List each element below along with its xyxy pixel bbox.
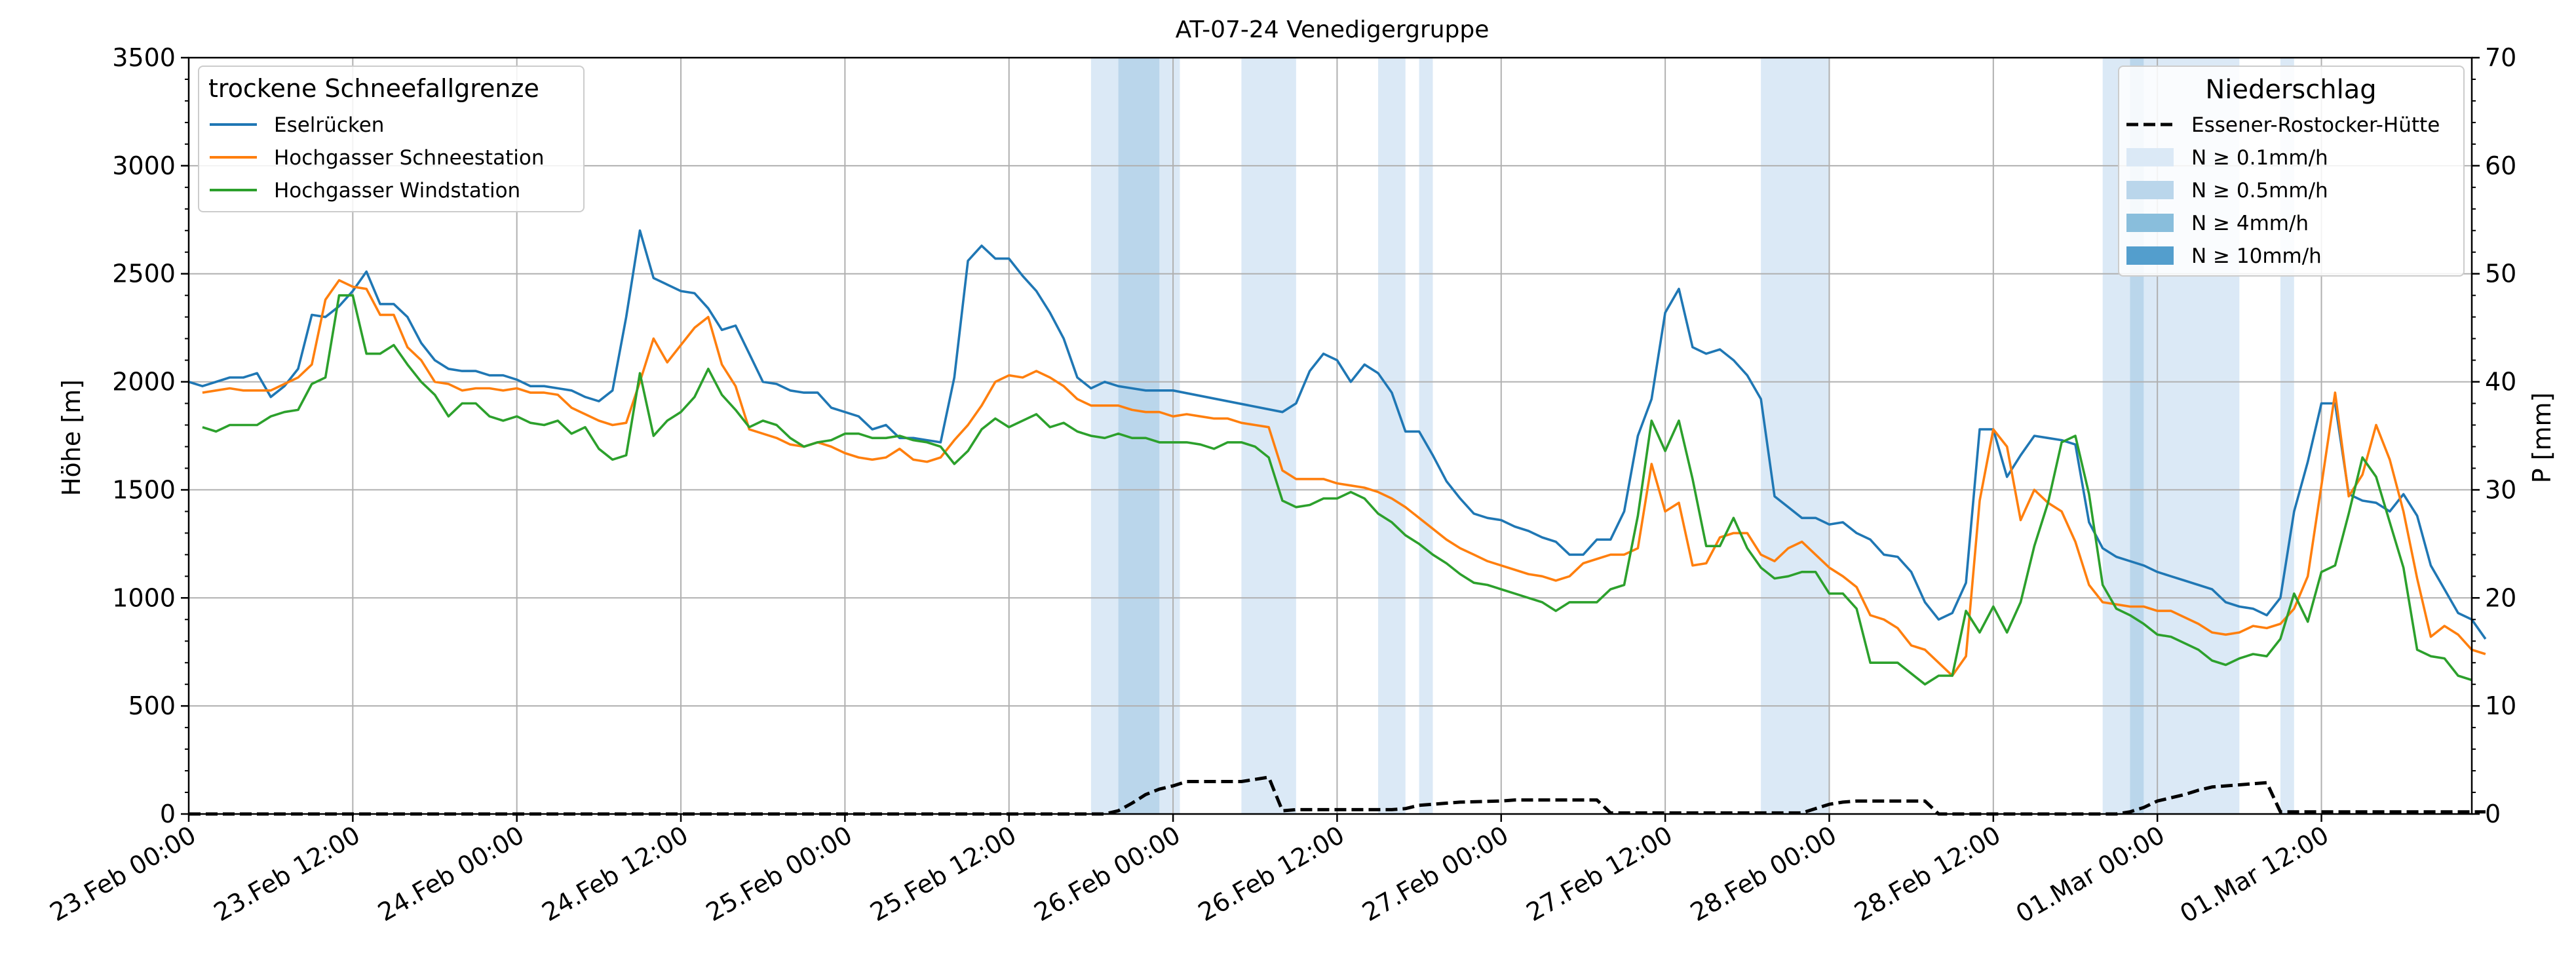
chart-title: AT-07-24 Venedigergruppe [1176,16,1490,43]
legend-band-label-2: N ≥ 4mm/h [2191,212,2309,235]
legend-band-swatch-1 [2126,181,2174,199]
precip-band-2 [1241,58,1296,814]
y-left-tick-label-5: 2500 [112,260,176,288]
series-line-0 [188,229,2487,640]
y-left-tick-label-2: 1000 [112,583,176,612]
y-right-tick-label-5: 50 [2485,260,2516,288]
series-line-2 [202,294,2472,686]
legend-band-label-1: N ≥ 0.5mm/h [2191,179,2328,203]
plot-frame [187,56,2473,815]
legend-band-label-0: N ≥ 0.1mm/h [2191,146,2328,170]
y-left-tick-label-3: 1500 [112,475,176,504]
precip-band-5 [1761,58,1830,814]
y-left-tick-label-1: 500 [128,691,176,720]
legend-precip-box [2118,66,2465,277]
legend-label-1: Hochgasser Schneestation [274,146,544,170]
y-right-tick-label-3: 30 [2485,475,2516,504]
series-line-1 [202,279,2486,677]
series-lines [188,229,2487,816]
precip-band-4 [1419,58,1433,814]
y-left-tick-label-0: 0 [160,800,176,828]
legend-label-2: Hochgasser Windstation [274,179,520,203]
legend-snowline: trockene Schneefallgrenze Eselrücken Hochg… [198,66,585,212]
legend-label-0: Eselrücken [274,113,384,137]
y-axis-left-label: Höhe [m] [57,379,86,496]
precip-band-3 [1378,58,1406,814]
y-right-tick-label-2: 20 [2485,583,2516,612]
legend-band-swatch-3 [2126,246,2174,265]
y-axis-right-label: P [mm] [2528,393,2556,484]
legend-snowline-title: trockene Schneefallgrenze [208,74,539,103]
y-right-tick-label-0: 0 [2485,800,2501,828]
y-right-tick-label-4: 40 [2485,368,2516,397]
legend-precip-line-label: Essener-Rostocker-Hütte [2191,113,2440,137]
legend-band-label-3: N ≥ 10mm/h [2191,244,2322,268]
y-left-tick-label-4: 2000 [112,368,176,397]
y-left-tick-label-7: 3500 [112,43,176,72]
series-line-3 [189,775,2486,816]
legend-band-swatch-2 [2126,214,2174,232]
y-right-tick-label-1: 10 [2485,691,2516,720]
legend-snowline-box [198,66,585,212]
y-left-tick-label-6: 3000 [112,151,176,180]
legend-precip-title: Niederschlag [2205,75,2376,105]
y-right-tick-label-7: 70 [2485,43,2516,72]
y-right-tick-label-6: 60 [2485,151,2516,180]
legend-band-swatch-0 [2126,148,2174,166]
legend-precipitation: Niederschlag Essener-Rostocker-Hütte N ≥ 0… [2118,66,2465,277]
